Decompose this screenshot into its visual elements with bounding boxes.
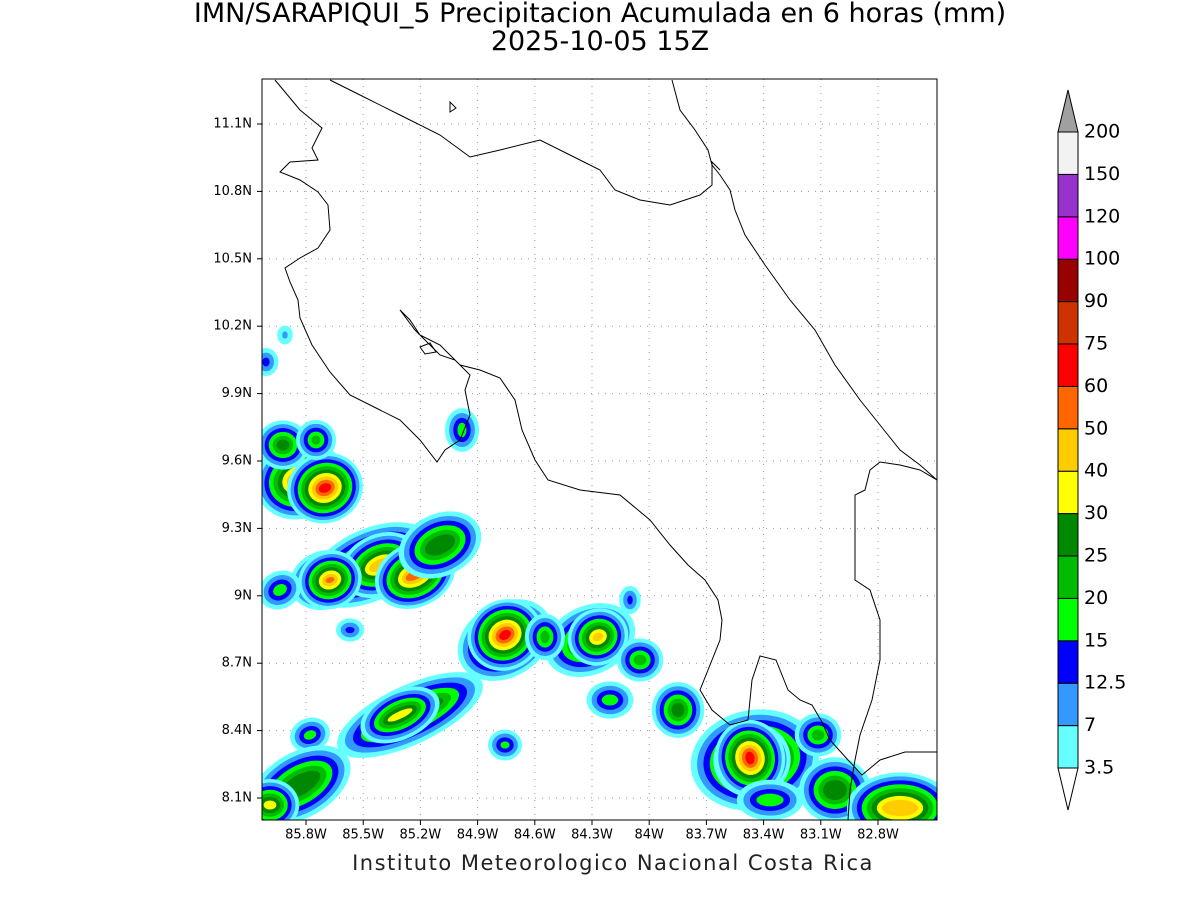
precip-contour bbox=[345, 626, 355, 634]
colorbar-label: 12.5 bbox=[1084, 672, 1126, 694]
lon-tick-label: 85.5W bbox=[342, 828, 384, 843]
precip-contour bbox=[425, 534, 455, 556]
lat-tick-label: 9N bbox=[234, 588, 252, 603]
colorbar-label: 50 bbox=[1084, 417, 1108, 439]
colorbar-label: 150 bbox=[1084, 163, 1120, 185]
colorbar-band bbox=[1057, 216, 1079, 260]
lon-tick-label: 84.3W bbox=[571, 828, 613, 843]
lat-tick-label: 10.5N bbox=[213, 251, 252, 266]
colorbar-label: 7 bbox=[1084, 714, 1096, 736]
precip-contour bbox=[592, 632, 604, 642]
pacific-coast bbox=[274, 79, 937, 776]
precip-contour bbox=[633, 654, 647, 666]
lat-tick-label: 8.4N bbox=[222, 723, 252, 738]
colorbar-label: 20 bbox=[1084, 587, 1108, 609]
colorbar-label: 90 bbox=[1084, 290, 1108, 312]
precip-contour bbox=[671, 702, 685, 718]
precip-contour bbox=[540, 630, 550, 644]
lon-tick-label: 84.6W bbox=[514, 828, 556, 843]
precip-contour bbox=[823, 780, 847, 800]
colorbar-band bbox=[1057, 555, 1079, 599]
lon-tick-label: 83.1W bbox=[800, 828, 842, 843]
footer: Instituto Meteorologico Nacional Costa R… bbox=[352, 851, 874, 875]
colorbar-band bbox=[1057, 470, 1079, 515]
precip-contour bbox=[273, 584, 287, 596]
panama-border bbox=[847, 461, 937, 820]
precip-contour bbox=[282, 331, 288, 339]
coastlines bbox=[274, 79, 937, 820]
precip-contour bbox=[457, 422, 467, 438]
map-subtitle: 2025-10-05 15Z bbox=[491, 26, 709, 57]
lon-tick-label: 83.7W bbox=[685, 828, 727, 843]
colorbar-label: 200 bbox=[1084, 121, 1120, 143]
island bbox=[449, 100, 457, 113]
colorbar-label: 3.5 bbox=[1084, 757, 1114, 779]
precip-contour bbox=[811, 729, 825, 741]
precip-contour bbox=[276, 439, 290, 451]
lat-tick-label: 10.2N bbox=[213, 319, 252, 334]
precip-contour bbox=[303, 730, 317, 740]
axis-ticks: 11.1N 10.8N 10.5N 10.2N 9.9N 9.6N 9.3N 9N 8.7N 8.… bbox=[213, 117, 899, 843]
colorbar-band bbox=[1057, 513, 1079, 557]
precipitation-field bbox=[262, 325, 937, 820]
precip-contour bbox=[881, 799, 919, 817]
colorbar-label: 15 bbox=[1084, 629, 1108, 651]
colorbar-over bbox=[1057, 89, 1079, 133]
colorbar-band bbox=[1057, 131, 1079, 175]
island bbox=[419, 342, 437, 355]
colorbar-label: 25 bbox=[1084, 545, 1108, 567]
precip-contour bbox=[500, 741, 510, 749]
lat-tick-label: 8.1N bbox=[222, 791, 252, 806]
colorbar-label: 75 bbox=[1084, 333, 1108, 355]
lon-tick-label: 85.8W bbox=[285, 828, 327, 843]
colorbar-label: 30 bbox=[1084, 502, 1108, 524]
precip-contour bbox=[756, 793, 784, 807]
map-frame bbox=[261, 78, 938, 821]
lat-tick-label: 8.7N bbox=[222, 656, 252, 671]
precip-contour bbox=[262, 357, 270, 367]
colorbar-label: 100 bbox=[1084, 248, 1120, 270]
colorbar-under bbox=[1057, 767, 1079, 811]
precip-contour bbox=[499, 629, 511, 641]
colorbar: 3.5 7 12.5 15 20 25 30 40 50 60 75 90 100 120 150 200 bbox=[1057, 89, 1126, 811]
lat-tick-label: 9.6N bbox=[222, 454, 252, 469]
nicaragua-border bbox=[329, 79, 721, 206]
precip-contour bbox=[745, 751, 755, 765]
colorbar-band bbox=[1057, 640, 1079, 684]
precip-contour bbox=[311, 435, 321, 445]
colorbar-band bbox=[1057, 258, 1079, 303]
colorbar-band bbox=[1057, 173, 1079, 218]
precip-contour bbox=[325, 577, 335, 583]
lon-tick-label: 85.2W bbox=[399, 828, 441, 843]
lon-tick-label: 84.9W bbox=[457, 828, 499, 843]
colorbar-label: 60 bbox=[1084, 375, 1108, 397]
colorbar-band bbox=[1057, 301, 1079, 345]
caribbean-coast bbox=[671, 79, 937, 481]
colorbar-band bbox=[1057, 682, 1079, 727]
colorbar-band bbox=[1057, 597, 1079, 642]
precip-contour bbox=[318, 483, 332, 493]
precip-contour bbox=[263, 800, 277, 810]
colorbar-band bbox=[1057, 725, 1079, 769]
lat-tick-label: 10.8N bbox=[213, 184, 252, 199]
lat-tick-label: 9.9N bbox=[222, 386, 252, 401]
lon-tick-label: 83.4W bbox=[743, 828, 785, 843]
map-title: IMN/SARAPIQUI_5 Precipitacion Acumulada … bbox=[194, 0, 1006, 29]
precip-contour bbox=[601, 694, 619, 706]
lat-tick-label: 9.3N bbox=[222, 521, 252, 536]
precip-contour bbox=[627, 595, 633, 605]
colorbar-label: 40 bbox=[1084, 460, 1108, 482]
precip-contour bbox=[387, 708, 413, 722]
lat-tick-label: 11.1N bbox=[213, 117, 252, 132]
colorbar-band bbox=[1057, 343, 1079, 387]
colorbar-label: 120 bbox=[1084, 205, 1120, 227]
colorbar-band bbox=[1057, 428, 1079, 472]
colorbar-band bbox=[1057, 385, 1079, 430]
lon-tick-label: 84W bbox=[634, 828, 664, 843]
lon-tick-label: 82.8W bbox=[857, 828, 899, 843]
